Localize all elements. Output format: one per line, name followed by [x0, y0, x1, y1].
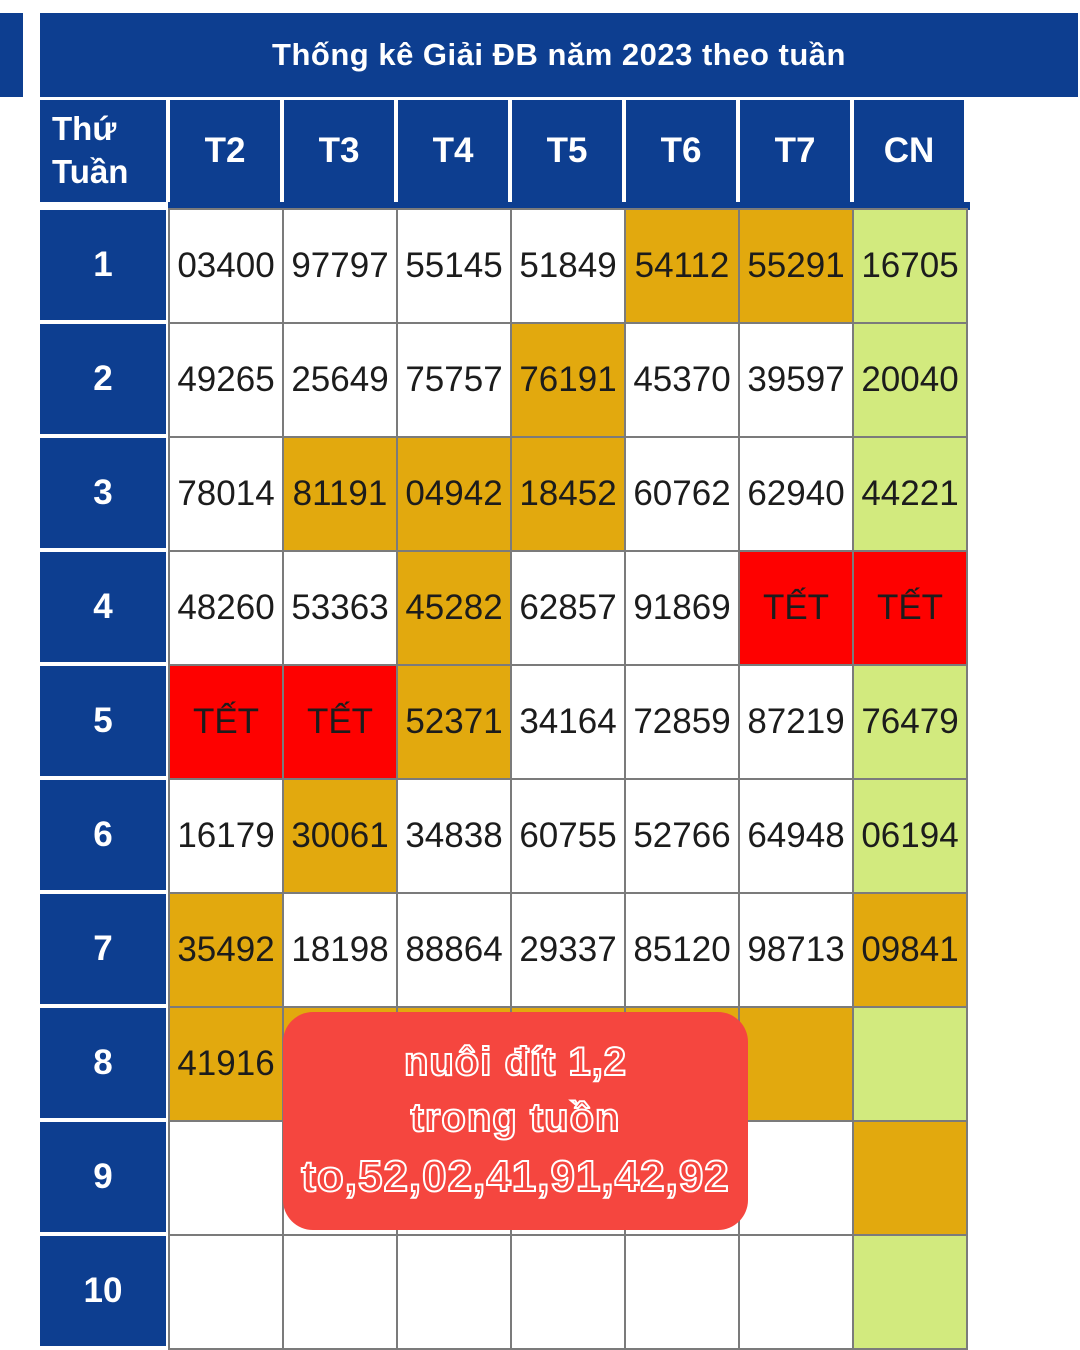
prize-cell	[854, 1122, 966, 1234]
prize-cell: 52766	[626, 780, 738, 892]
prize-cell	[740, 1008, 852, 1120]
day-header-t5: T5	[512, 100, 622, 202]
prize-cell: 06194	[854, 780, 966, 892]
prize-cell: 34838	[398, 780, 510, 892]
week-label: 5	[40, 666, 166, 776]
prize-cell: 91869	[626, 552, 738, 664]
prize-cell: 81191	[284, 438, 396, 550]
prize-cell: 48260	[170, 552, 282, 664]
prize-cell: 88864	[398, 894, 510, 1006]
prize-cell: 04942	[398, 438, 510, 550]
prize-cell: 52371	[398, 666, 510, 778]
prize-cell: 35492	[170, 894, 282, 1006]
sticker-line-1: nuôi đít 1,2	[403, 1039, 628, 1085]
prize-cell: 55291	[740, 210, 852, 322]
prize-cell: 03400	[170, 210, 282, 322]
prize-cell	[626, 1236, 738, 1348]
prize-cell: 44221	[854, 438, 966, 550]
prize-cell: 30061	[284, 780, 396, 892]
data-grid-top-border	[168, 202, 970, 210]
week-label: 10	[40, 1236, 166, 1346]
day-header-t4: T4	[398, 100, 508, 202]
sticker-line-3: to,52,02,41,91,42,92	[300, 1151, 730, 1202]
prize-cell: 98713	[740, 894, 852, 1006]
prize-cell: 41916	[170, 1008, 282, 1120]
prize-cell: 16179	[170, 780, 282, 892]
day-header-t7: T7	[740, 100, 850, 202]
week-label: 4	[40, 552, 166, 662]
prize-cell: 25649	[284, 324, 396, 436]
prize-cell: 76479	[854, 666, 966, 778]
week-label: 2	[40, 324, 166, 434]
week-label: 6	[40, 780, 166, 890]
week-label: 9	[40, 1122, 166, 1232]
prize-cell: TẾT	[740, 552, 852, 664]
prize-cell: 87219	[740, 666, 852, 778]
prize-cell: 51849	[512, 210, 624, 322]
prize-cell: 62940	[740, 438, 852, 550]
prize-cell: 16705	[854, 210, 966, 322]
prize-cell: 18198	[284, 894, 396, 1006]
prize-cell: 18452	[512, 438, 624, 550]
prize-cell: 72859	[626, 666, 738, 778]
prize-cell: 45370	[626, 324, 738, 436]
table-title-bar: Thống kê Giải ĐB năm 2023 theo tuần	[40, 13, 1078, 97]
corner-header-cell: Thứ Tuần	[40, 100, 166, 202]
prize-cell: TẾT	[170, 666, 282, 778]
corner-label-thu: Thứ	[52, 110, 117, 148]
prize-cell	[854, 1008, 966, 1120]
prize-cell: 64948	[740, 780, 852, 892]
prize-cell: 85120	[626, 894, 738, 1006]
prize-cell: TẾT	[284, 666, 396, 778]
prize-cell	[854, 1236, 966, 1348]
week-number-column: 1 2 3 4 5 6 7 8 9 10	[40, 210, 166, 1350]
prize-cell	[170, 1236, 282, 1348]
prize-cell: 34164	[512, 666, 624, 778]
prize-cell	[398, 1236, 510, 1348]
prize-cell	[170, 1122, 282, 1234]
day-header-t3: T3	[284, 100, 394, 202]
week-label: 1	[40, 210, 166, 320]
week-label: 8	[40, 1008, 166, 1118]
page-title: Thống kê Giải ĐB năm 2023 theo tuần	[272, 37, 846, 72]
prize-cell: 60755	[512, 780, 624, 892]
prize-cell: 53363	[284, 552, 396, 664]
prize-cell: TẾT	[854, 552, 966, 664]
day-header-t2: T2	[170, 100, 280, 202]
prize-cell: 20040	[854, 324, 966, 436]
prize-cell: 62857	[512, 552, 624, 664]
prize-cell: 29337	[512, 894, 624, 1006]
day-header-t6: T6	[626, 100, 736, 202]
prize-cell: 45282	[398, 552, 510, 664]
prize-cell	[740, 1122, 852, 1234]
prize-cell	[740, 1236, 852, 1348]
sticker-line-2: trong tuồn	[410, 1095, 621, 1141]
day-header-cn: CN	[854, 100, 964, 202]
prize-cell: 76191	[512, 324, 624, 436]
prize-cell: 78014	[170, 438, 282, 550]
left-edge-blue-notch	[0, 13, 23, 97]
prize-cell: 54112	[626, 210, 738, 322]
prize-cell: 55145	[398, 210, 510, 322]
prize-cell: 39597	[740, 324, 852, 436]
prize-cell	[284, 1236, 396, 1348]
corner-label-tuan: Tuần	[52, 153, 129, 190]
week-label: 7	[40, 894, 166, 1004]
prize-cell: 97797	[284, 210, 396, 322]
prize-cell	[512, 1236, 624, 1348]
weekday-header-row: Thứ Tuần T2 T3 T4 T5 T6 T7 CN	[40, 100, 964, 202]
prize-cell: 60762	[626, 438, 738, 550]
week-label: 3	[40, 438, 166, 548]
prediction-sticker: nuôi đít 1,2 trong tuồn to,52,02,41,91,4…	[283, 1012, 748, 1230]
prize-cell: 75757	[398, 324, 510, 436]
prize-cell: 49265	[170, 324, 282, 436]
prize-cell: 09841	[854, 894, 966, 1006]
